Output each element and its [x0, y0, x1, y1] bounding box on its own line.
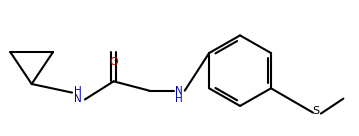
- Text: H: H: [74, 86, 82, 96]
- Text: H: H: [175, 95, 183, 104]
- Text: N: N: [175, 86, 183, 96]
- Text: S: S: [312, 106, 320, 116]
- Text: O: O: [109, 57, 118, 67]
- Text: N: N: [74, 95, 82, 104]
